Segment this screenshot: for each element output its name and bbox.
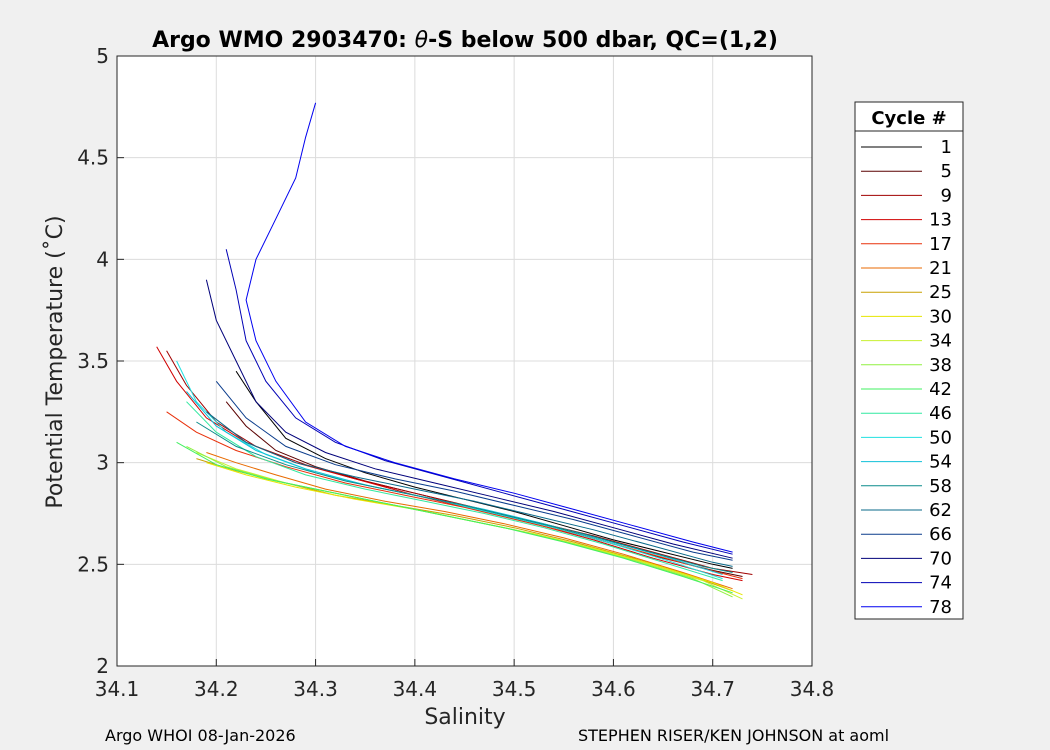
legend-label-25: 25: [929, 282, 952, 303]
x-tick-label: 34.5: [492, 677, 537, 701]
series-line-cycle-58: [196, 421, 733, 573]
y-tick-label: 2.5: [77, 552, 109, 576]
legend-label-78: 78: [929, 597, 952, 618]
x-axis-ticks: 34.1 34.2 34.3 34.4 34.5 34.6 34.7 34.8: [95, 659, 835, 701]
series-line-cycle-66: [215, 380, 733, 561]
legend-label-62: 62: [929, 500, 952, 521]
legend-label-46: 46: [929, 403, 952, 424]
x-tick-label: 34.1: [95, 677, 140, 701]
series-layer: [156, 102, 753, 600]
legend-label-34: 34: [929, 331, 952, 352]
y-tick-label: 3: [96, 451, 109, 475]
y-tick-label: 4.5: [77, 146, 109, 170]
legend-label-30: 30: [929, 306, 952, 327]
legend-label-50: 50: [929, 427, 952, 448]
legend-label-74: 74: [929, 573, 952, 594]
legend-label-1: 1: [941, 137, 952, 158]
x-tick-label: 34.6: [591, 677, 636, 701]
chart-title: Argo WMO 2903470: θ-S below 500 dbar, QC…: [152, 28, 778, 53]
legend-label-17: 17: [929, 234, 952, 255]
series-line-cycle-78: [245, 102, 733, 553]
series-line-cycle-42: [176, 441, 733, 594]
legend-label-58: 58: [929, 476, 952, 497]
series-line-cycle-74: [225, 249, 733, 555]
legend-label-13: 13: [929, 210, 952, 231]
y-axis-ticks: 2 2.5 3 3.5 4 4.5 5: [77, 44, 124, 678]
legend-box: [854, 101, 964, 620]
y-tick-label: 5: [96, 44, 109, 68]
x-tick-label: 34.2: [194, 677, 239, 701]
series-line-cycle-17: [166, 411, 743, 580]
legend-label-21: 21: [929, 258, 952, 279]
y-tick-label: 3.5: [77, 349, 109, 373]
y-tick-label: 2: [96, 654, 109, 678]
legend-entries: 1 5 9 13 17 21 25 30 34 38 42 46 50 54 58 62 66 70 74 78: [861, 137, 952, 618]
legend-label-66: 66: [929, 524, 952, 545]
legend-label-42: 42: [929, 379, 952, 400]
x-axis-label: Salinity: [424, 705, 505, 730]
legend-label-54: 54: [929, 452, 952, 473]
x-tick-label: 34.3: [293, 677, 338, 701]
footer-right: STEPHEN RISER/KEN JOHNSON at aoml: [578, 726, 890, 745]
series-line-cycle-70: [205, 279, 733, 559]
y-axis-label: Potential Temperature (˚C): [43, 215, 68, 508]
legend: Cycle # 1 5 9 13 17 21 25 30 34 38 42 46 50 54 58 62 66 7…: [854, 101, 964, 620]
x-tick-label: 34.8: [790, 677, 835, 701]
legend-label-70: 70: [929, 548, 952, 569]
footer-left: Argo WHOI 08-Jan-2026: [105, 726, 296, 745]
y-tick-label: 4: [96, 247, 109, 271]
legend-label-9: 9: [941, 185, 952, 206]
legend-title: Cycle #: [871, 108, 946, 129]
legend-label-5: 5: [941, 161, 952, 182]
series-line-cycle-62: [206, 411, 733, 567]
x-tick-label: 34.7: [690, 677, 735, 701]
legend-label-38: 38: [929, 355, 952, 376]
series-line-cycle-21: [206, 452, 733, 590]
x-tick-label: 34.4: [393, 677, 438, 701]
